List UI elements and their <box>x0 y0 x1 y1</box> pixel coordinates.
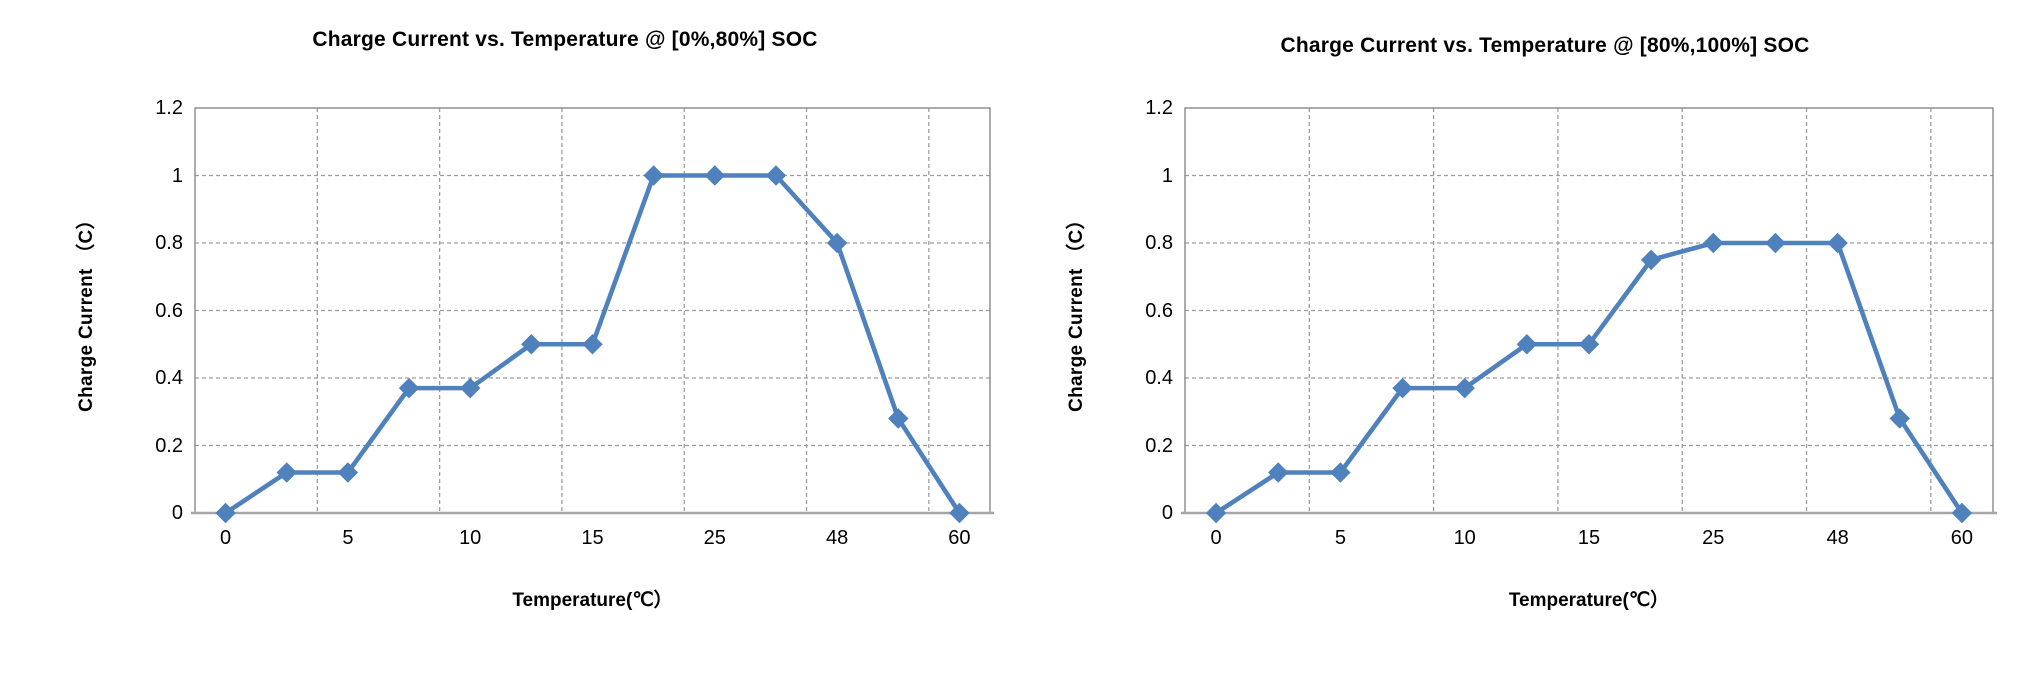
data-point-marker <box>521 334 542 355</box>
data-point-marker <box>215 502 236 524</box>
x-axis-title: Temperature(℃） <box>1508 590 1670 611</box>
data-point-marker <box>1392 377 1413 399</box>
data-point-marker <box>1330 462 1351 483</box>
chart-title: Charge Current vs. Temperature @ [80%,10… <box>1280 34 1810 57</box>
x-tick-label: 15 <box>1577 527 1601 549</box>
data-point-marker <box>1578 334 1600 355</box>
data-point-marker <box>1205 502 1227 524</box>
x-axis-title: Temperature(℃） <box>512 590 673 611</box>
data-point-marker <box>765 165 787 186</box>
x-tick-label: 5 <box>342 527 354 549</box>
data-point-marker <box>643 165 664 186</box>
data-point-marker <box>1640 249 1662 271</box>
x-tick-label: 48 <box>825 527 849 549</box>
data-point-marker <box>1827 232 1848 254</box>
x-tick-label: 25 <box>1702 527 1725 549</box>
data-point-marker <box>1516 334 1538 355</box>
data-point-marker <box>1765 232 1786 254</box>
y-tick-label: 1 <box>1161 164 1173 187</box>
x-tick-label: 15 <box>581 527 604 549</box>
y-tick-label: 0.2 <box>155 434 183 457</box>
data-point-marker <box>1951 502 1973 524</box>
data-point-marker <box>337 462 359 483</box>
x-tick-label: 48 <box>1826 527 1849 549</box>
x-tick-label: 0 <box>1210 527 1222 549</box>
x-tick-label: 0 <box>220 527 232 549</box>
x-tick-label: 60 <box>948 527 971 549</box>
y-tick-label: 1 <box>171 164 183 187</box>
y-tick-label: 1.2 <box>1145 97 1173 119</box>
data-point-marker <box>1268 462 1289 483</box>
x-tick-label: 5 <box>1334 527 1346 549</box>
y-tick-label: 0.6 <box>155 299 183 322</box>
y-tick-label: 0.8 <box>1145 232 1173 254</box>
data-point-marker <box>888 408 909 429</box>
y-tick-label: 0.4 <box>155 367 183 389</box>
y-tick-label: 0.6 <box>1145 299 1173 322</box>
data-point-marker <box>276 462 297 483</box>
y-tick-label: 0.2 <box>1145 434 1173 457</box>
x-tick-label: 10 <box>459 527 482 549</box>
y-tick-label: 0 <box>1161 502 1173 524</box>
data-point-marker <box>582 334 603 355</box>
data-point-marker <box>459 377 481 399</box>
y-axis-title: Charge Current （C） <box>1066 209 1087 412</box>
y-axis-title: Charge Current （C） <box>76 209 97 412</box>
y-tick-label: 0.4 <box>1145 367 1173 389</box>
data-point-marker <box>826 232 848 254</box>
data-point-marker <box>1703 232 1724 254</box>
data-point-marker <box>949 502 970 524</box>
data-point-marker <box>704 165 726 186</box>
chart-title: Charge Current vs. Temperature @ [0%,80%… <box>312 28 818 51</box>
x-tick-label: 25 <box>703 527 726 549</box>
data-point-marker <box>1889 408 1910 429</box>
x-tick-label: 60 <box>1950 527 1974 549</box>
data-point-marker <box>1454 377 1475 399</box>
y-tick-label: 0 <box>171 502 183 524</box>
data-point-marker <box>398 377 420 399</box>
y-tick-label: 1.2 <box>155 97 183 119</box>
x-tick-label: 10 <box>1453 527 1476 549</box>
y-tick-label: 0.8 <box>155 232 183 254</box>
